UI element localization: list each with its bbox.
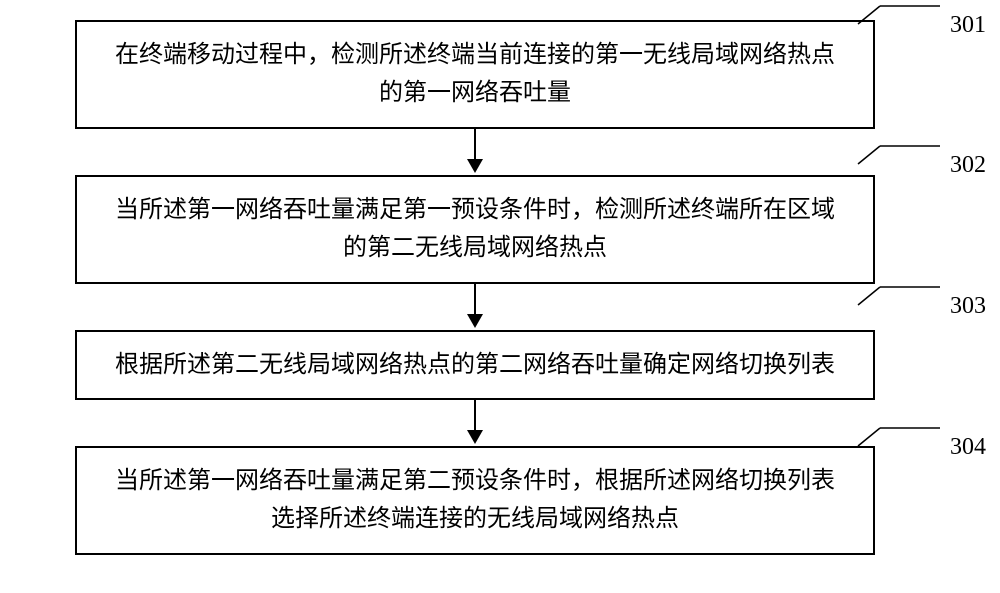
- step-label-301: 301: [950, 12, 986, 39]
- step-label-304: 304: [950, 434, 986, 461]
- step-box-303: 根据所述第二无线局域网络热点的第二网络吞吐量确定网络切换列表: [75, 330, 875, 400]
- step-box-301: 在终端移动过程中，检测所述终端当前连接的第一无线局域网络热点的第一网络吞吐量: [75, 20, 875, 129]
- step-text: 根据所述第二无线局域网络热点的第二网络吞吐量确定网络切换列表: [107, 346, 843, 384]
- arrow-down-icon: [465, 284, 485, 330]
- arrow-302-303: [465, 284, 485, 330]
- step-label-302: 302: [950, 152, 986, 179]
- step-text: 当所述第一网络吞吐量满足第二预设条件时，根据所述网络切换列表选择所述终端连接的无…: [107, 462, 843, 539]
- flowchart-container: 在终端移动过程中，检测所述终端当前连接的第一无线局域网络热点的第一网络吞吐量 当…: [60, 20, 890, 555]
- step-box-304: 当所述第一网络吞吐量满足第二预设条件时，根据所述网络切换列表选择所述终端连接的无…: [75, 446, 875, 555]
- step-box-302: 当所述第一网络吞吐量满足第一预设条件时，检测所述终端所在区域的第二无线局域网络热…: [75, 175, 875, 284]
- arrow-303-304: [465, 400, 485, 446]
- step-label-303: 303: [950, 293, 986, 320]
- step-text: 在终端移动过程中，检测所述终端当前连接的第一无线局域网络热点的第一网络吞吐量: [107, 36, 843, 113]
- arrow-301-302: [465, 129, 485, 175]
- arrow-down-icon: [465, 400, 485, 446]
- step-text: 当所述第一网络吞吐量满足第一预设条件时，检测所述终端所在区域的第二无线局域网络热…: [107, 191, 843, 268]
- arrow-down-icon: [465, 129, 485, 175]
